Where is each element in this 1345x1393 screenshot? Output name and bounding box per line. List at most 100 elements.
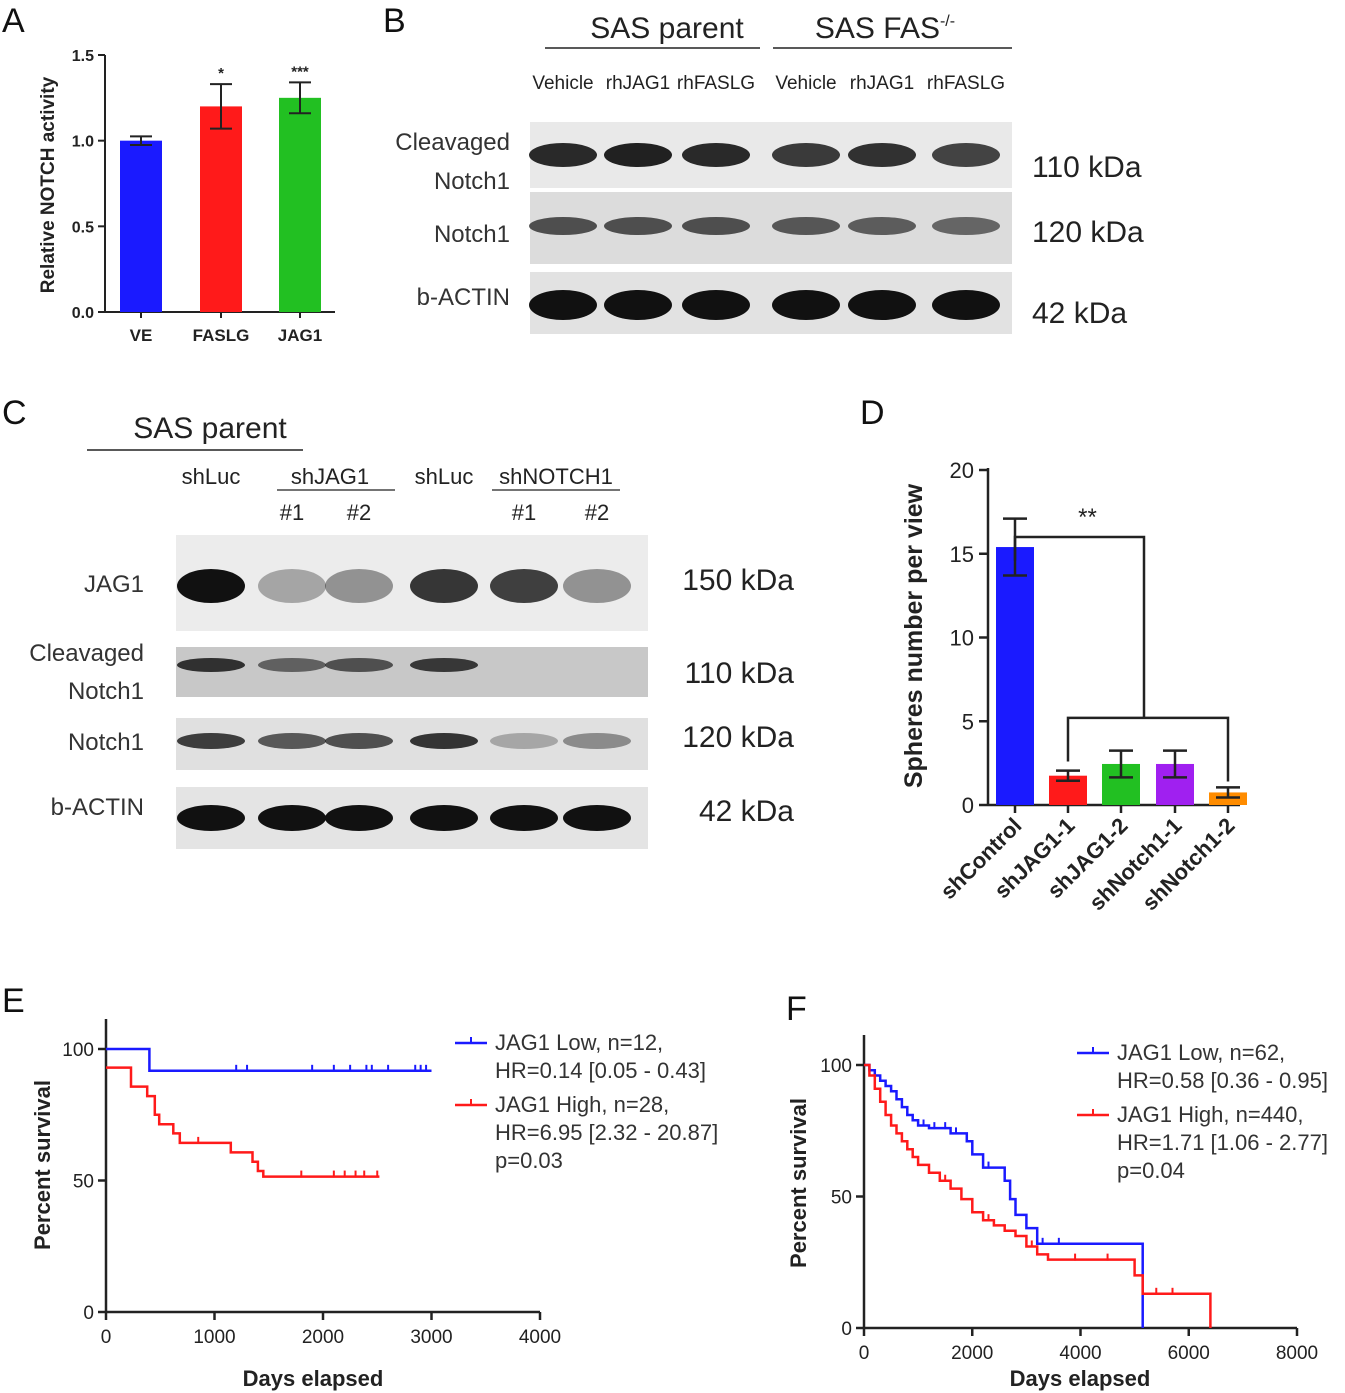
- panel-d-y-tick: 0: [962, 793, 974, 818]
- panel-d-label: D: [860, 394, 885, 432]
- panel-c-size-label: 110 kDa: [684, 657, 794, 690]
- panel-c-lane-shluc-2: shLuc: [415, 464, 474, 489]
- panel-c-group-header: SAS parent: [133, 412, 287, 445]
- panel-b-group-header-knockout: SAS FAS-/-: [815, 12, 955, 45]
- panel-c-band: [258, 805, 326, 831]
- panel-c-band: [325, 733, 393, 749]
- panel-a-chart: Relative NOTCH activity 0.0 0.5 1.0 1.5 VE * F…: [38, 48, 335, 345]
- panel-f-y-tick: 50: [831, 1188, 852, 1209]
- panel-b-band: [529, 217, 597, 235]
- panel-b-band: [848, 217, 916, 235]
- panel-e-label: E: [2, 982, 25, 1020]
- panel-c-band: [258, 733, 326, 749]
- panel-d-y-tick: 20: [950, 458, 974, 483]
- panel-b-size-label: 120 kDa: [1032, 216, 1144, 249]
- panel-c-membrane: [176, 647, 648, 697]
- panel-d-y-tick: 10: [950, 626, 974, 651]
- panel-a-x-tick: FASLG: [193, 326, 250, 345]
- panel-f-y-tick: 100: [820, 1056, 852, 1077]
- panel-f-curve-jag1-low: [864, 1063, 1144, 1328]
- panel-f-curve-jag1-high: [864, 1063, 1212, 1328]
- panel-c-sublane-1: #1: [280, 500, 304, 525]
- panel-b-band: [682, 290, 750, 320]
- panel-c-band: [410, 658, 478, 672]
- panel-b-lane-label: Vehicle: [775, 73, 836, 94]
- panel-c-band: [410, 805, 478, 831]
- panel-e-legend-text: HR=0.14 [0.05 - 0.43]: [495, 1058, 706, 1083]
- panel-b-row-label: b-ACTIN: [417, 284, 510, 311]
- panel-e-curve-jag1-high: [106, 1066, 380, 1178]
- panel-b-band: [932, 143, 1000, 167]
- panel-c-band: [258, 569, 326, 603]
- panel-c-lane-shjag1: shJAG1: [291, 464, 369, 489]
- panel-b-band: [529, 143, 597, 167]
- panel-c-blot: JAG1 150 kDa Cleavaged Notch1 110 kDa Notch1 1…: [29, 535, 794, 849]
- panel-a-y-axis-title: Relative NOTCH activity: [38, 76, 59, 293]
- panel-c-band: [410, 569, 478, 603]
- panel-b-band: [848, 143, 916, 167]
- panel-d-significance-bracket: [1013, 535, 1230, 782]
- panel-b-band: [604, 217, 672, 235]
- panel-e-legend-text: JAG1 High, n=28,: [495, 1092, 669, 1117]
- panel-a-x-tick: JAG1: [278, 326, 322, 345]
- panel-c-lane-shluc-1: shLuc: [182, 464, 241, 489]
- panel-b-band: [772, 217, 840, 235]
- panel-b-band: [682, 143, 750, 167]
- panel-e-y-axis-title: Percent survival: [30, 1080, 55, 1250]
- panel-b-lane-label: rhFASLG: [927, 73, 1005, 94]
- panel-d-significance: **: [1078, 504, 1097, 531]
- panel-a-y-tick: 0.5: [72, 219, 94, 236]
- panel-c-sublane-4: #2: [585, 500, 609, 525]
- panel-c-band: [490, 805, 558, 831]
- panel-d-errorbar: [1216, 786, 1240, 799]
- panel-d-bar-shnotch1-2: [1209, 792, 1247, 805]
- panel-f-legend-text: HR=0.58 [0.36 - 0.95]: [1117, 1068, 1328, 1093]
- panel-d-y-axis-title: Spheres number per view: [900, 483, 928, 788]
- panel-b-blot: Vehicle rhJAG1 rhFASLG Vehicle rhJAG1 rhFASLG…: [395, 73, 1144, 334]
- panel-e-y-tick: 50: [73, 1172, 94, 1193]
- panel-c-band: [563, 805, 631, 831]
- panel-b-row-label: Cleavaged: [395, 129, 510, 156]
- panel-c-sublane-3: #1: [512, 500, 536, 525]
- panel-f-y-tick: 0: [841, 1319, 852, 1340]
- panel-b-lane-label: Vehicle: [532, 73, 593, 94]
- panel-b-lane-label: rhFASLG: [677, 73, 755, 94]
- panel-f-legend-text: JAG1 High, n=440,: [1117, 1102, 1304, 1127]
- panel-c-band: [490, 733, 558, 749]
- panel-a-bar-faslg: [200, 106, 242, 313]
- panel-f-chart: Percent survival Days elapsed 0 50 100 0 200…: [786, 1035, 1328, 1391]
- panel-f-label: F: [786, 990, 807, 1028]
- panel-d: D Spheres number per view 05101520shCont…: [860, 394, 1247, 915]
- panel-d-errorbar: [1163, 749, 1187, 779]
- panel-b-band: [932, 217, 1000, 235]
- panel-a-significance: ***: [291, 63, 309, 80]
- panel-f: F Percent survival Days elapsed 0 50 100 0 2…: [786, 990, 1328, 1391]
- panel-a-y-tick: 1.5: [72, 48, 94, 65]
- panel-d-errorbar: [1056, 769, 1080, 782]
- panel-e-x-tick: 4000: [519, 1327, 561, 1348]
- panel-a-y-tick: 0.0: [72, 305, 94, 322]
- panel-c-band: [325, 658, 393, 672]
- panel-c-band: [563, 733, 631, 749]
- panel-a-errorbar: [289, 81, 311, 115]
- panel-c-band: [410, 733, 478, 749]
- panel-b-band: [848, 290, 916, 320]
- panel-c-band: [177, 733, 245, 749]
- panel-e-legend-text: p=0.03: [495, 1148, 563, 1173]
- panel-c-sublane-2: #2: [347, 500, 371, 525]
- panel-b-band: [682, 217, 750, 235]
- panel-f-x-axis-title: Days elapsed: [1010, 1366, 1151, 1391]
- panel-c-label: C: [2, 394, 27, 432]
- panel-e-x-tick: 0: [101, 1327, 112, 1348]
- panel-a-bar-ve: [120, 140, 162, 312]
- panel-d-errorbar: [1109, 749, 1133, 779]
- panel-a-errorbar: [210, 83, 232, 130]
- panel-b-size-label: 42 kDa: [1032, 297, 1127, 330]
- panel-c-band: [177, 805, 245, 831]
- panel-b-group-header-parent: SAS parent: [590, 12, 744, 45]
- panel-c-band: [563, 569, 631, 603]
- panel-b: B SAS parent SAS FAS-/- Vehicle rhJAG1 rhF…: [383, 2, 1144, 334]
